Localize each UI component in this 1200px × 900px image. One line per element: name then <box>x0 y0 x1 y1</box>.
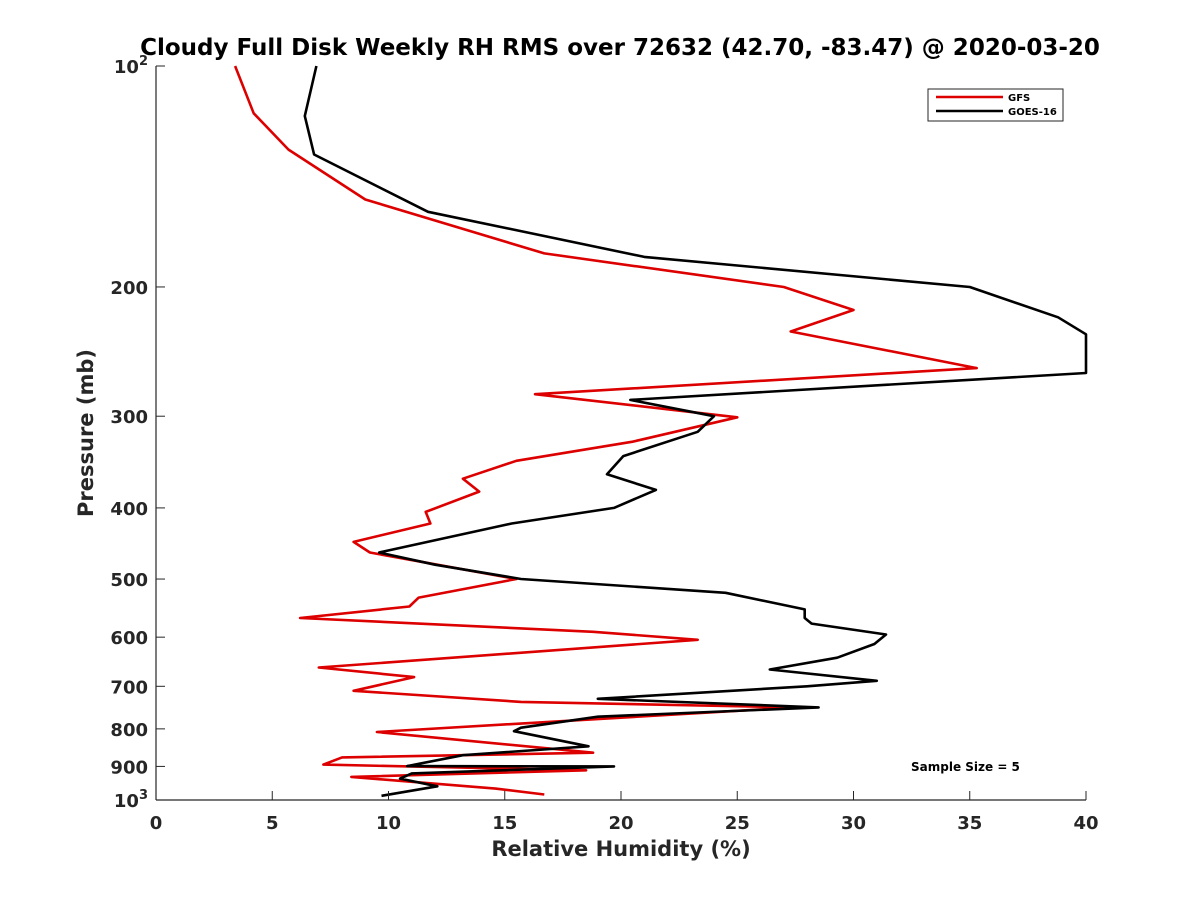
y-tick-label: 500 <box>110 570 148 591</box>
y-tick-label: 103 <box>114 788 148 812</box>
legend-label-goes16: GOES-16 <box>1008 107 1057 118</box>
x-tick-label: 0 <box>150 813 163 834</box>
y-tick-label: 700 <box>110 677 148 698</box>
y-tick-label: 200 <box>110 278 148 299</box>
legend-box <box>927 88 1064 122</box>
plot-area <box>233 65 1088 798</box>
chart-title: Cloudy Full Disk Weekly RH RMS over 7263… <box>140 35 1100 61</box>
series-line-goes16 <box>303 65 1088 798</box>
y-tick-label: 800 <box>110 720 148 741</box>
y-tick-label: 600 <box>110 628 148 649</box>
y-tick-label: 102 <box>114 54 148 78</box>
x-tick-label: 5 <box>266 813 279 834</box>
x-tick-label: 40 <box>1073 813 1098 834</box>
legend: GFS GOES-16 <box>927 88 1064 122</box>
x-tick-label: 35 <box>957 813 982 834</box>
x-axis-label: Relative Humidity (%) <box>491 837 750 861</box>
legend-label-gfs: GFS <box>1008 93 1030 104</box>
x-tick-label: 20 <box>608 813 633 834</box>
x-tick-label: 25 <box>725 813 750 834</box>
x-axis-ticks: 0 5 10 15 20 25 30 35 40 <box>150 791 1099 834</box>
axes <box>155 66 1086 801</box>
y-tick-label: 900 <box>110 757 148 778</box>
sample-size-annotation: Sample Size = 5 <box>911 760 1020 774</box>
x-tick-label: 30 <box>841 813 866 834</box>
y-axis-label: Pressure (mb) <box>74 349 98 517</box>
x-tick-label: 10 <box>376 813 401 834</box>
series-line-gfs <box>233 65 978 796</box>
y-axis-ticks: 102 200 300 400 500 600 700 800 900 103 <box>110 54 165 812</box>
y-tick-label: 300 <box>110 407 148 428</box>
y-tick-label: 400 <box>110 499 148 520</box>
x-tick-label: 15 <box>492 813 517 834</box>
